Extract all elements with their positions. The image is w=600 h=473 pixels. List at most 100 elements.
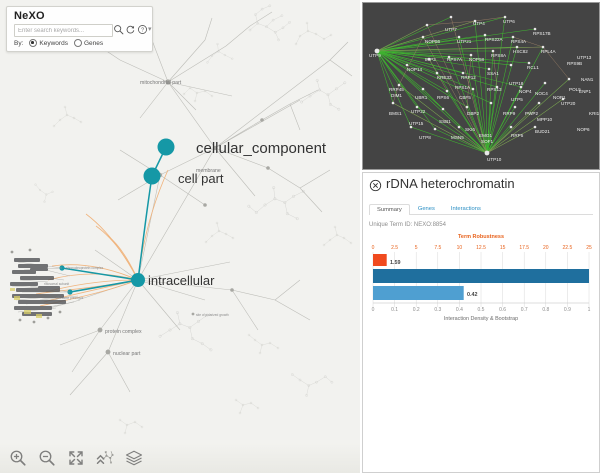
graph-label-mitochondrial-part: mitochondrial part: [140, 80, 182, 86]
gene-label: UTP5: [511, 97, 523, 102]
graph-label-intracellular: intracellular: [148, 273, 215, 288]
node-intracellular: [131, 273, 145, 287]
graph-orange-edges: [35, 169, 169, 307]
tick-label: 2.5: [391, 245, 398, 251]
svg-text:?: ?: [141, 28, 144, 34]
gene-label: NAN1: [581, 77, 594, 82]
gene-label: BUD21: [535, 129, 550, 134]
graph-highlight-nodes: [59, 138, 175, 295]
tick-label: 0.2: [413, 307, 420, 313]
reset-icon[interactable]: [125, 24, 136, 35]
gene-label: UTP10: [487, 157, 502, 162]
help-icon[interactable]: ?: [137, 24, 148, 35]
radio-keywords-indicator[interactable]: [29, 39, 38, 47]
tick-label: 0.5: [478, 307, 485, 313]
gene-label: DBP2: [467, 111, 479, 116]
tick-label: 0.9: [564, 307, 571, 313]
gene-label: SKI6: [465, 127, 475, 132]
gene-network-panel[interactable]: UTP9 NOP56 IMP3 NOP14 RRP45 UTP22 UTP7 R…: [362, 2, 600, 170]
tick-label: 5: [415, 245, 418, 251]
gene-label: UTP7: [445, 27, 457, 32]
gene-label: MSN5: [451, 135, 464, 140]
robustness-density-chart: Term Robustness 0 2.5 5 7.5 10 12.5 15 1…: [372, 234, 592, 321]
gene-label: UTP6: [503, 19, 515, 24]
gene-label: NOP1: [553, 95, 566, 100]
tick-label: 10: [457, 245, 463, 251]
tick-label: 0.7: [521, 307, 528, 313]
gene-label: NOC4: [535, 91, 548, 96]
tab-interactions[interactable]: Interactions: [450, 206, 481, 212]
ontology-graph-panel[interactable]: cellular_component cell part intracellul…: [0, 0, 360, 473]
gene-label: RPS4A: [511, 39, 527, 44]
graph-nodes: [97, 79, 270, 355]
search-by-label: By:: [14, 39, 24, 47]
tick-label: 0.4: [456, 307, 463, 313]
network-nodes: [374, 15, 571, 156]
chart-title-term-robustness: Term Robustness: [458, 234, 504, 240]
gene-label: UTP22: [411, 109, 426, 114]
gene-label: MPP10: [537, 117, 553, 122]
tab-summary[interactable]: Summary: [369, 204, 410, 215]
tick-label: 12.5: [476, 245, 486, 251]
gene-label: HSC82: [513, 49, 528, 54]
detail-header: rDNA heterochromatin: [363, 173, 599, 199]
gene-label: IMP3: [425, 57, 436, 62]
radio-genes-label: Genes: [83, 39, 104, 47]
bar-value-robustness: 1.59: [390, 260, 401, 266]
bar-value-bootstrap: 0.42: [467, 292, 478, 298]
search-panel[interactable]: NeXO ? ▾ By: Keywords: [6, 6, 153, 52]
gene-label: SOF1: [481, 139, 493, 144]
gene-label: NOP58: [469, 57, 485, 62]
gene-label: SSB1: [439, 119, 451, 124]
graph-label-ribonucleoprotein-complex: ribonucleoprotein complex: [66, 266, 104, 270]
gene-label: RPS6: [437, 95, 449, 100]
axis-label-density-bootstrap: Interaction Density & Bootstrap: [444, 316, 518, 321]
gene-label: RRP45: [389, 87, 404, 92]
graph-label-membrane: membrane: [196, 168, 221, 174]
gene-label: POL5: [569, 87, 581, 92]
detail-tabs: Summary Genes Interactions: [369, 199, 593, 215]
graph-label-protein-complex: protein complex: [105, 329, 142, 335]
gene-network-svg[interactable]: UTP9 NOP56 IMP3 NOP14 RRP45 UTP22 UTP7 R…: [363, 3, 599, 169]
radio-genes[interactable]: Genes: [73, 39, 104, 47]
layers-icon[interactable]: [125, 449, 143, 467]
zoom-out-icon[interactable]: [38, 449, 56, 467]
network-edges-brown: [376, 16, 570, 154]
graph-toolbar: [0, 443, 360, 473]
node-cell-part: [143, 167, 161, 185]
gene-label: RPS1A: [455, 85, 471, 90]
tick-label: 1: [588, 307, 591, 313]
gene-label: RPS8A: [491, 53, 507, 58]
gene-label: RPS22A: [485, 37, 504, 42]
gene-label: BMS1: [389, 111, 402, 116]
graph-dense-cluster: [10, 248, 81, 324]
close-circle-icon[interactable]: [369, 179, 382, 192]
gene-label: UTP20: [561, 101, 576, 106]
gene-label: ENP1: [579, 89, 591, 94]
radio-genes-indicator[interactable]: [73, 39, 82, 47]
gene-label: RCL1: [527, 65, 539, 70]
gene-label: RPS13: [487, 87, 502, 92]
gene-label: RRP12: [461, 75, 476, 80]
node-cellular-component: [157, 138, 175, 156]
tab-genes[interactable]: Genes: [417, 206, 435, 212]
radio-keywords[interactable]: Keywords: [29, 39, 68, 47]
search-icon[interactable]: [113, 24, 124, 35]
tick-label: 0.6: [499, 307, 506, 313]
fit-screen-icon[interactable]: [67, 449, 85, 467]
collapse-up-icon[interactable]: [96, 449, 114, 467]
chevron-down-icon[interactable]: ▾: [148, 26, 152, 33]
gene-label: RPS17B: [533, 31, 551, 36]
gene-label: KRE33: [437, 75, 452, 80]
tick-label: 0.8: [542, 307, 549, 313]
ontology-graph-svg[interactable]: cellular_component cell part intracellul…: [0, 0, 360, 473]
zoom-in-icon[interactable]: [9, 449, 27, 467]
gene-label: UTP13: [577, 55, 592, 60]
graph-fractal-clusters: [34, 4, 353, 435]
density-axis: 0 0.1 0.2 0.3 0.4 0.5 0.6 0.7 0.8 0.9 1: [372, 307, 591, 313]
search-input[interactable]: [14, 24, 113, 37]
gene-label: UTP9: [369, 53, 381, 58]
gene-label: UTP4: [473, 21, 485, 26]
gene-label: SSA1: [487, 71, 499, 76]
gene-label: RPS9B: [567, 61, 582, 66]
